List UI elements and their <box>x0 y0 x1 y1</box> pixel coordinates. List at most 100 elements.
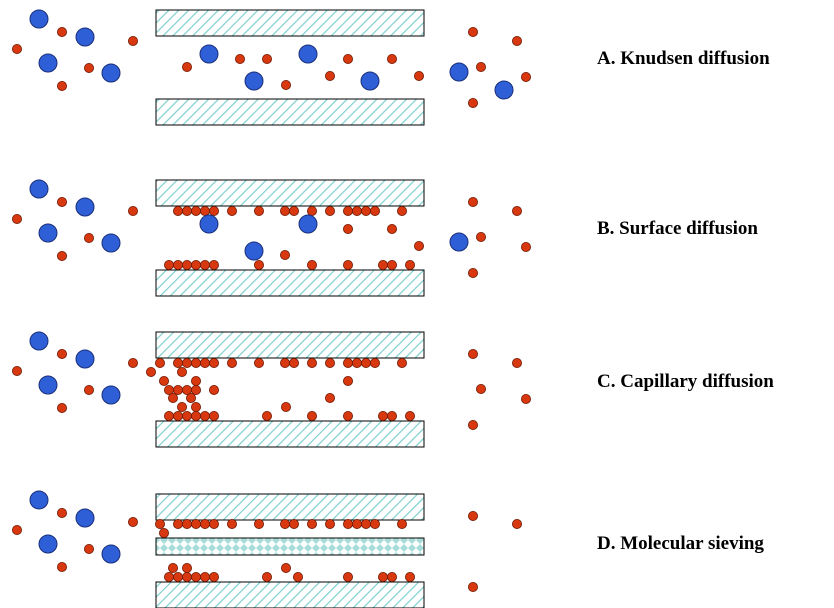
large-molecule-icon <box>38 534 58 554</box>
small-molecule-icon <box>413 240 424 251</box>
pore-wall-top-c <box>155 331 425 359</box>
large-molecule-icon <box>38 53 58 73</box>
small-molecule-icon <box>253 259 264 270</box>
small-molecule-icon <box>84 544 95 555</box>
small-molecule-icon <box>57 196 68 207</box>
small-molecule-icon <box>324 205 335 216</box>
small-molecule-icon <box>386 572 397 583</box>
small-molecule-icon <box>181 259 192 270</box>
small-molecule-icon <box>84 232 95 243</box>
large-molecule-icon <box>449 232 469 252</box>
large-molecule-icon <box>199 44 219 64</box>
small-molecule-icon <box>190 357 201 368</box>
small-molecule-icon <box>176 401 187 412</box>
small-molecule-icon <box>167 563 178 574</box>
small-molecule-icon <box>342 572 353 583</box>
sieve-membrane-d <box>155 537 425 556</box>
small-molecule-icon <box>306 410 317 421</box>
small-molecule-icon <box>57 348 68 359</box>
small-molecule-icon <box>158 375 169 386</box>
small-molecule-icon <box>234 54 245 65</box>
large-molecule-icon <box>75 349 95 369</box>
small-molecule-icon <box>253 357 264 368</box>
small-molecule-icon <box>199 519 210 530</box>
small-molecule-icon <box>181 519 192 530</box>
small-molecule-icon <box>172 259 183 270</box>
small-molecule-icon <box>521 393 532 404</box>
small-molecule-icon <box>396 357 407 368</box>
small-molecule-icon <box>342 519 353 530</box>
small-molecule-icon <box>360 357 371 368</box>
small-molecule-icon <box>57 250 68 261</box>
large-molecule-icon <box>75 508 95 528</box>
small-molecule-icon <box>351 205 362 216</box>
large-molecule-icon <box>38 223 58 243</box>
small-molecule-icon <box>127 205 138 216</box>
small-molecule-icon <box>288 519 299 530</box>
small-molecule-icon <box>369 205 380 216</box>
small-molecule-icon <box>57 81 68 92</box>
small-molecule-icon <box>396 519 407 530</box>
small-molecule-icon <box>351 357 362 368</box>
large-molecule-icon <box>29 179 49 199</box>
small-molecule-icon <box>208 357 219 368</box>
small-molecule-icon <box>467 348 478 359</box>
small-molecule-icon <box>261 410 272 421</box>
label-knudsen-diffusion: A. Knudsen diffusion <box>597 48 770 69</box>
label-molecular-sieving: D. Molecular sieving <box>597 533 764 554</box>
small-molecule-icon <box>279 357 290 368</box>
small-molecule-icon <box>84 384 95 395</box>
small-molecule-icon <box>467 582 478 593</box>
pore-walls <box>155 9 425 608</box>
small-molecule-icon <box>369 519 380 530</box>
large-molecule-icon <box>298 44 318 64</box>
small-molecule-icon <box>342 259 353 270</box>
small-molecule-icon <box>467 267 478 278</box>
small-molecule-icon <box>467 98 478 109</box>
pore-wall-bottom-c <box>155 420 425 448</box>
small-molecule-icon <box>306 205 317 216</box>
small-molecule-icon <box>199 205 210 216</box>
large-molecule-icon <box>29 331 49 351</box>
small-molecule-icon <box>512 519 523 530</box>
small-molecule-icon <box>199 357 210 368</box>
large-molecule-icon <box>449 62 469 82</box>
small-molecule-icon <box>176 366 187 377</box>
small-molecule-icon <box>360 519 371 530</box>
small-molecule-icon <box>279 205 290 216</box>
small-molecule-icon <box>467 196 478 207</box>
pore-wall-top-a <box>155 9 425 37</box>
small-molecule-icon <box>185 392 196 403</box>
small-molecule-icon <box>386 54 397 65</box>
small-molecule-icon <box>521 241 532 252</box>
small-molecule-icon <box>208 410 219 421</box>
small-molecule-icon <box>172 410 183 421</box>
small-molecule-icon <box>158 528 169 539</box>
small-molecule-icon <box>467 510 478 521</box>
small-molecule-icon <box>172 519 183 530</box>
large-molecule-icon <box>101 233 121 253</box>
large-molecule-icon <box>360 71 380 91</box>
small-molecule-icon <box>127 517 138 528</box>
small-molecule-icon <box>377 410 388 421</box>
small-molecule-icon <box>199 259 210 270</box>
small-molecule-icon <box>190 375 201 386</box>
pore-wall-bottom-a <box>155 98 425 126</box>
small-molecule-icon <box>288 357 299 368</box>
large-molecule-icon <box>29 9 49 29</box>
small-molecule-icon <box>208 572 219 583</box>
pore-wall-top-d <box>155 493 425 521</box>
small-molecule-icon <box>172 205 183 216</box>
small-molecule-icon <box>306 357 317 368</box>
large-molecule-icon <box>75 27 95 47</box>
small-molecule-icon <box>172 384 183 395</box>
small-molecule-icon <box>512 36 523 47</box>
large-molecule-icon <box>75 197 95 217</box>
small-molecule-icon <box>396 205 407 216</box>
small-molecule-icon <box>208 519 219 530</box>
label-surface-diffusion: B. Surface diffusion <box>597 218 758 239</box>
small-molecule-icon <box>127 357 138 368</box>
small-molecule-icon <box>280 80 291 91</box>
large-molecule-icon <box>244 71 264 91</box>
small-molecule-icon <box>512 357 523 368</box>
